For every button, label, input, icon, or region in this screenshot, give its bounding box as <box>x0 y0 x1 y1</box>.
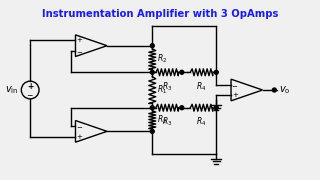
Text: $-$: $-$ <box>231 82 238 88</box>
Text: $R_1$: $R_1$ <box>157 84 167 96</box>
Text: $R_2$: $R_2$ <box>157 53 167 65</box>
Circle shape <box>214 70 218 74</box>
Text: $-$: $-$ <box>76 48 83 54</box>
Circle shape <box>272 88 276 92</box>
Text: $R_4$: $R_4$ <box>196 116 207 128</box>
Text: $R_3$: $R_3$ <box>162 80 172 93</box>
Text: $R_4$: $R_4$ <box>196 80 207 93</box>
Text: $-$: $-$ <box>26 89 34 98</box>
Text: $R_2$: $R_2$ <box>157 113 167 126</box>
Circle shape <box>214 106 218 110</box>
Circle shape <box>150 106 154 110</box>
Text: $v_{\mathrm{o}}$: $v_{\mathrm{o}}$ <box>279 84 291 96</box>
Text: $-$: $-$ <box>76 123 83 129</box>
Circle shape <box>150 44 154 48</box>
Circle shape <box>180 106 184 110</box>
Circle shape <box>150 129 154 133</box>
Text: +: + <box>27 82 33 91</box>
Text: +: + <box>76 37 82 43</box>
Text: $v_{\mathrm{in}}$: $v_{\mathrm{in}}$ <box>5 84 18 96</box>
Circle shape <box>150 70 154 74</box>
Text: +: + <box>232 92 238 98</box>
Circle shape <box>180 70 184 74</box>
Text: +: + <box>76 134 82 140</box>
Text: $R_3$: $R_3$ <box>162 116 172 128</box>
Text: Instrumentation Amplifier with 3 OpAmps: Instrumentation Amplifier with 3 OpAmps <box>42 9 278 19</box>
